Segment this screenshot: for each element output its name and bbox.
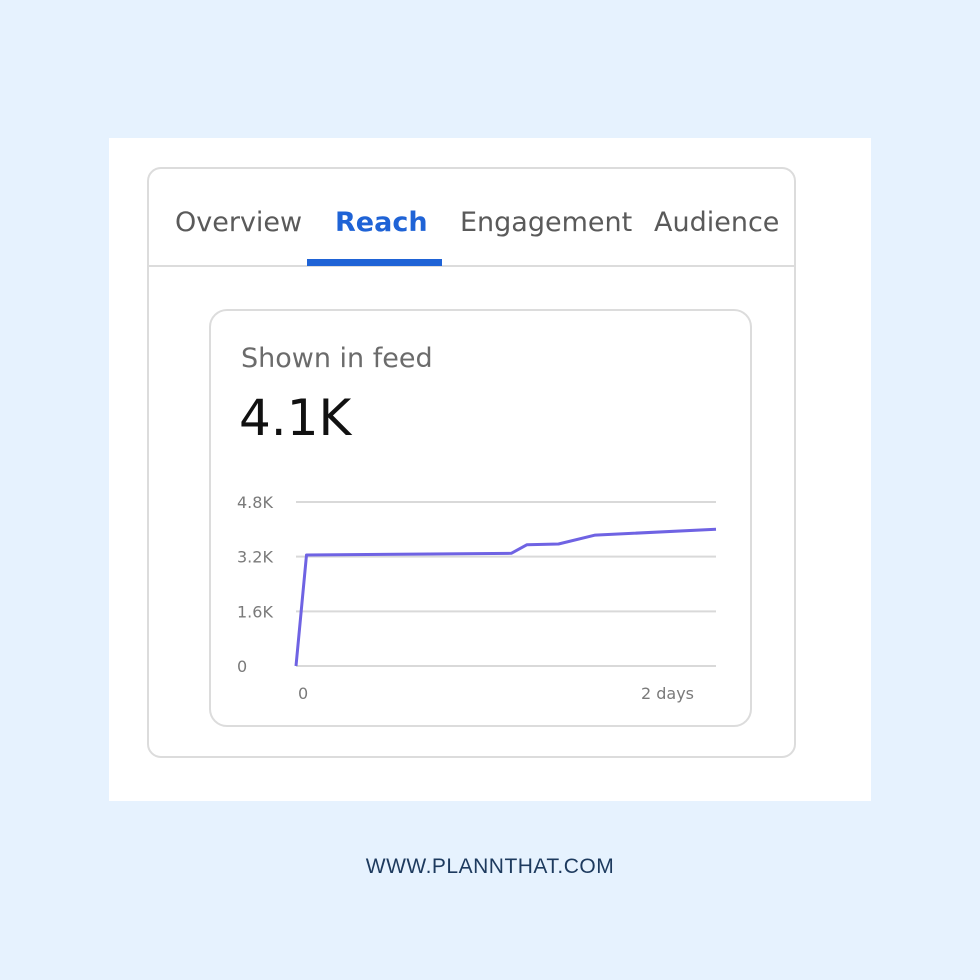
metric-value: 4.1K (239, 389, 352, 447)
y-tick-label: 4.8K (237, 493, 273, 512)
y-tick-label: 3.2K (237, 548, 273, 567)
tab-audience[interactable]: Audience (654, 207, 780, 238)
insights-card: Overview Reach Engagement Audience Shown… (147, 167, 796, 758)
reach-line-chart: 4.8K 3.2K 1.6K 0 0 2 days (237, 493, 717, 703)
metric-label: Shown in feed (241, 343, 433, 374)
x-tick-label: 0 (298, 684, 308, 703)
metric-card: Shown in feed 4.1K 4.8K 3.2K 1.6K 0 0 2 days (209, 309, 752, 727)
tab-overview[interactable]: Overview (175, 207, 303, 238)
tab-engagement[interactable]: Engagement (460, 207, 633, 238)
x-tick-label: 2 days (641, 684, 694, 703)
y-tick-label: 1.6K (237, 602, 273, 621)
tab-bar: Overview Reach Engagement Audience (149, 169, 794, 267)
active-tab-indicator (307, 259, 442, 266)
tab-reach[interactable]: Reach (335, 207, 428, 238)
website-url: WWW.PLANNTHAT.COM (365, 855, 615, 878)
y-tick-label: 0 (237, 657, 247, 676)
series-line (294, 527, 717, 667)
